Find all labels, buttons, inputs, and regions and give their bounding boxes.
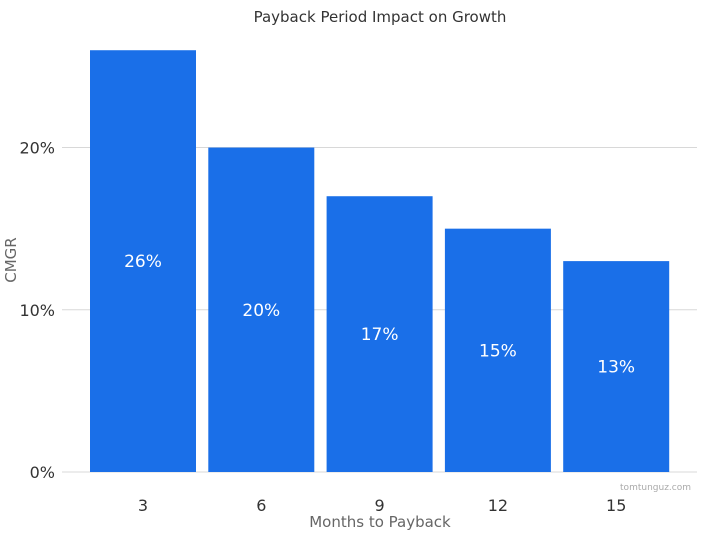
bar-value-label: 13% xyxy=(597,358,635,378)
x-axis-ticks: 3 6 9 12 15 xyxy=(138,496,626,515)
bars: 26% 20% 17% 15% 13% xyxy=(90,50,670,473)
bar xyxy=(563,261,670,472)
bar-value-label: 17% xyxy=(361,325,399,345)
bar-value-label: 26% xyxy=(124,252,162,272)
chart-title: Payback Period Impact on Growth xyxy=(254,8,507,26)
bar xyxy=(326,196,433,472)
bar xyxy=(208,147,315,473)
x-tick-label: 6 xyxy=(256,496,266,515)
x-tick-label: 12 xyxy=(488,496,508,515)
y-axis-label: CMGR xyxy=(2,237,20,282)
bar-value-label: 20% xyxy=(242,301,280,321)
x-tick-label: 15 xyxy=(606,496,626,515)
bar xyxy=(444,228,551,472)
y-tick-label: 20% xyxy=(19,139,55,158)
bar xyxy=(90,50,196,472)
credit-text: tomtunguz.com xyxy=(620,483,691,493)
x-tick-label: 9 xyxy=(375,496,385,515)
y-tick-label: 0% xyxy=(30,463,55,482)
y-tick-label: 10% xyxy=(19,301,55,320)
x-axis-label: Months to Payback xyxy=(309,513,451,531)
bar-value-label: 15% xyxy=(479,341,517,361)
y-axis-ticks: 0% 10% 20% xyxy=(19,139,55,482)
x-tick-label: 3 xyxy=(138,496,148,515)
